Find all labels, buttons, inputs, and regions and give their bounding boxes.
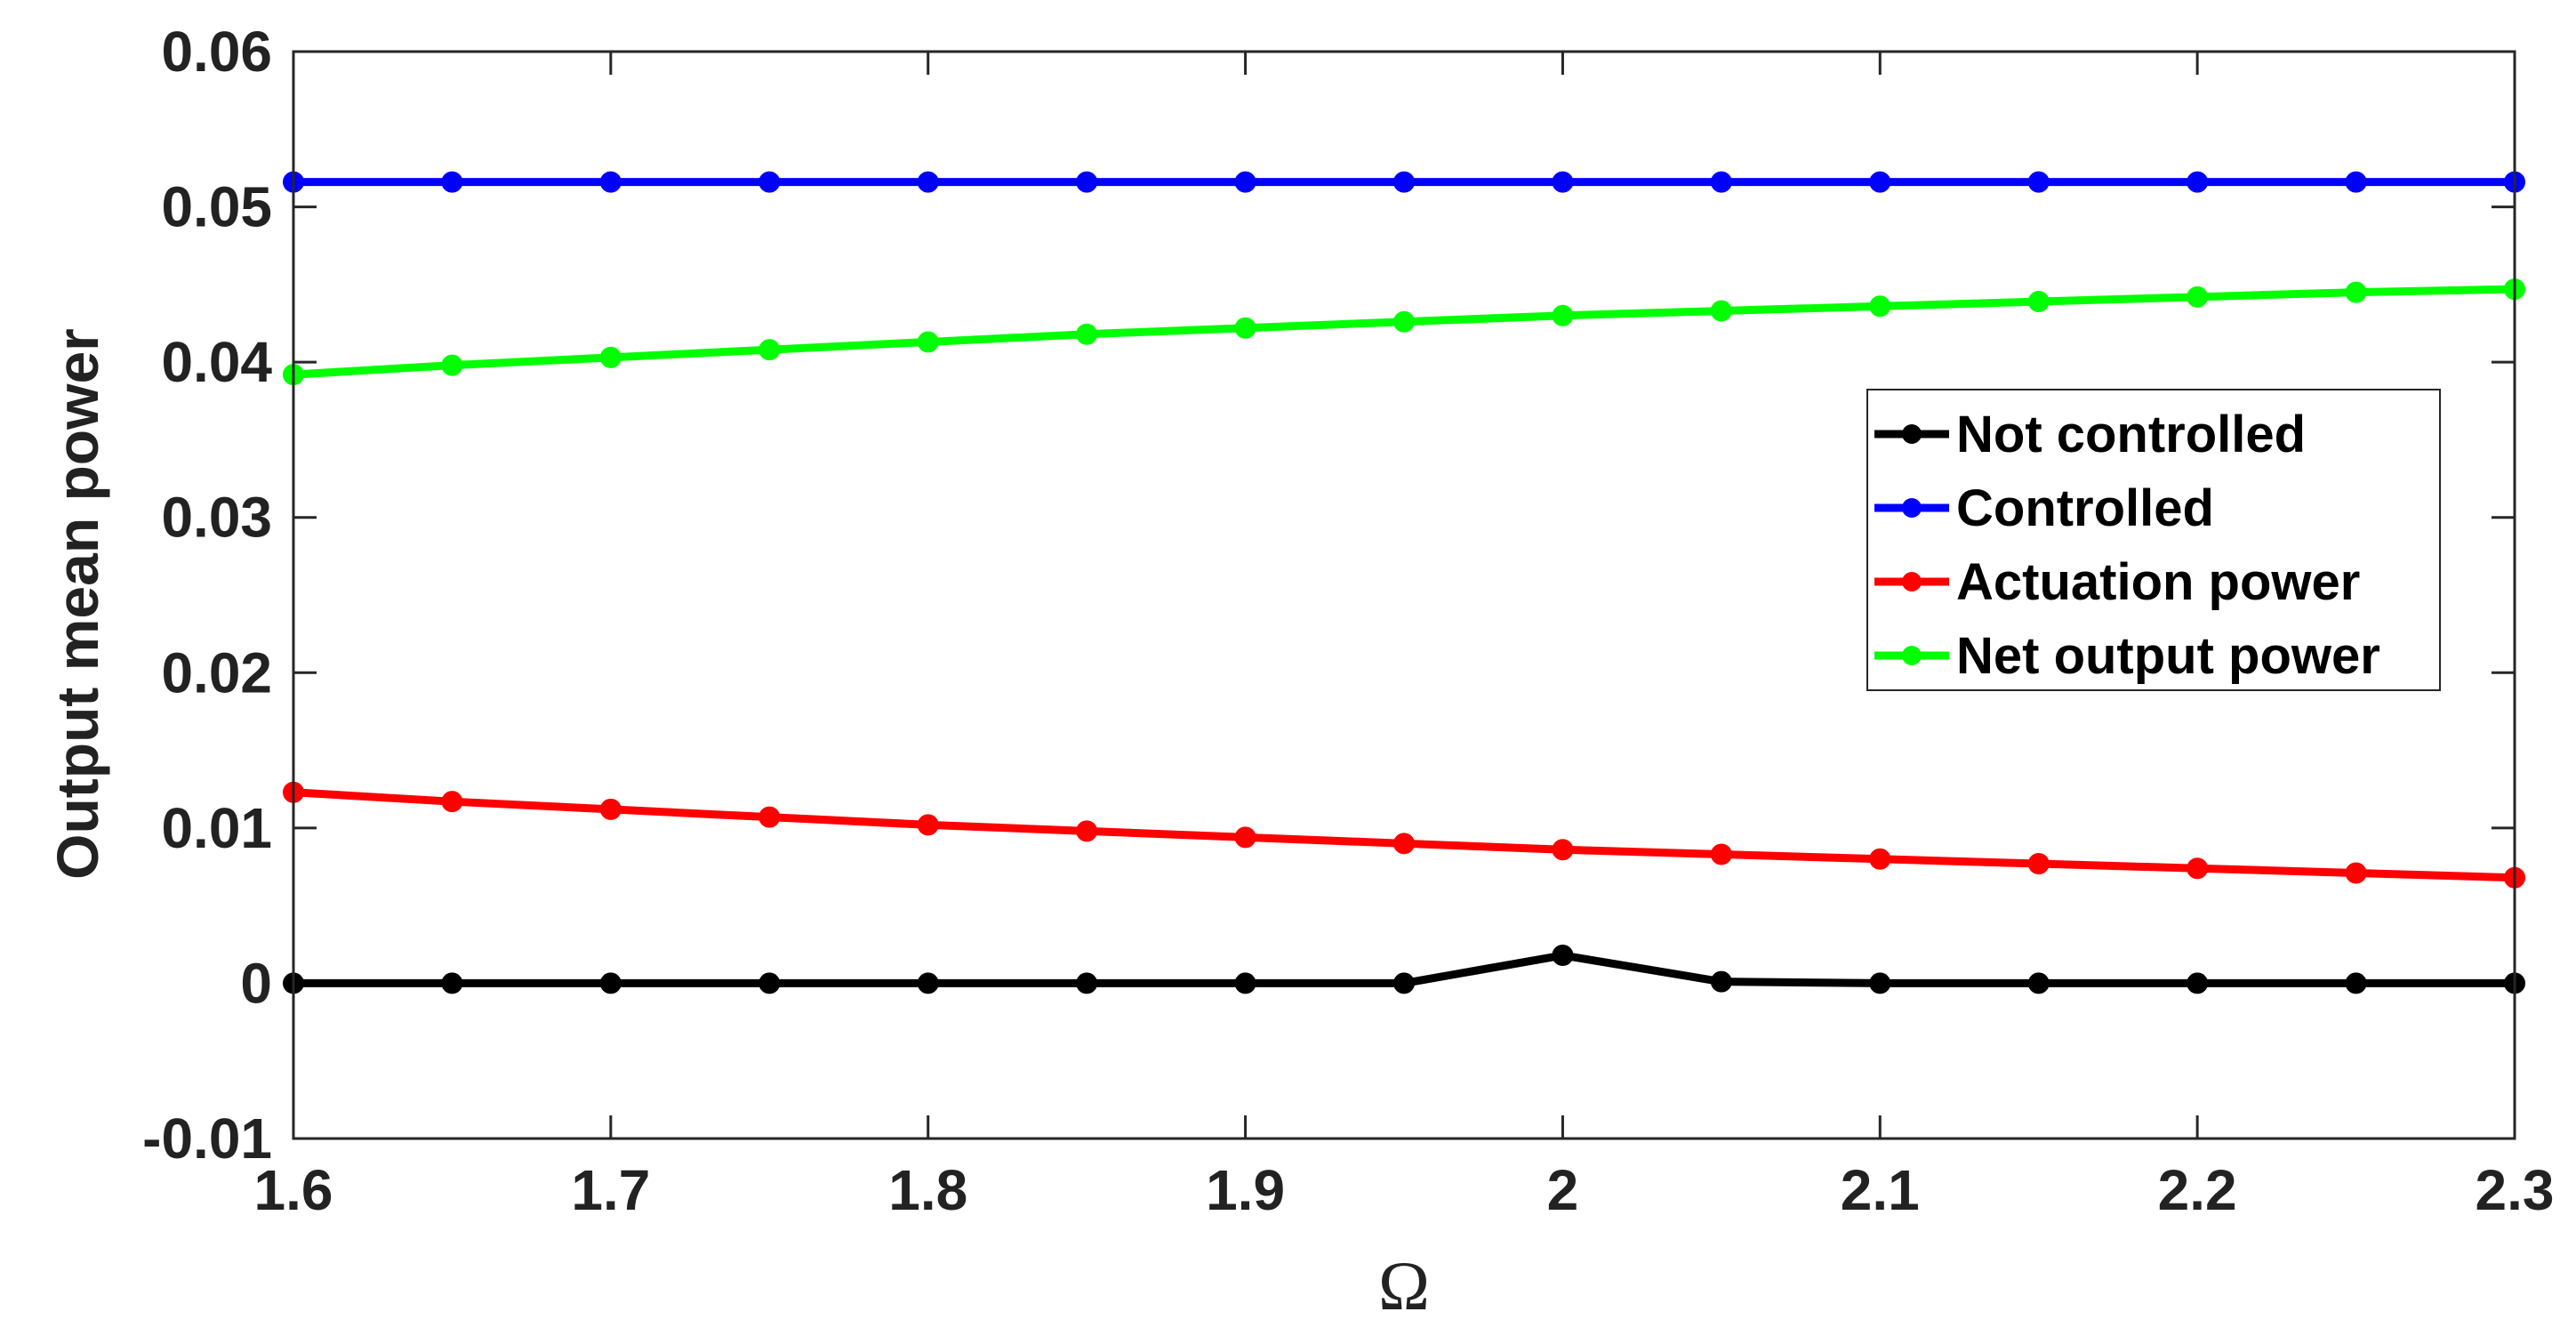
legend-marker: [1902, 646, 1922, 665]
x-tick-label: 1.7: [571, 1158, 650, 1222]
x-tick-label: 2: [1547, 1158, 1579, 1222]
legend-label: Actuation power: [1956, 553, 2360, 611]
data-point: [441, 972, 463, 994]
legend-item: Net output power: [1874, 627, 2380, 685]
x-tick-label: 2.3: [2476, 1158, 2555, 1222]
data-point: [1710, 970, 1732, 993]
data-point: [917, 331, 939, 353]
data-point: [441, 171, 463, 193]
data-point: [1076, 820, 1098, 842]
data-point: [1710, 843, 1732, 865]
data-point: [2187, 171, 2209, 193]
y-axis-title: Output mean power: [44, 328, 110, 880]
data-point: [1393, 310, 1415, 333]
data-point: [1869, 295, 1891, 318]
y-tick-label: 0.05: [161, 175, 272, 239]
data-point: [2027, 171, 2050, 193]
data-point: [599, 798, 622, 820]
series-layer: [283, 171, 2525, 994]
data-point: [1393, 972, 1415, 994]
legend-label: Controlled: [1956, 479, 2214, 537]
x-tick-label: 2.1: [1841, 1158, 1920, 1222]
legend-label: Net output power: [1956, 627, 2380, 685]
data-point: [2187, 857, 2209, 880]
legend-marker: [1902, 424, 1922, 444]
legend-item: Not controlled: [1874, 406, 2306, 463]
data-point: [758, 972, 781, 994]
legend-label: Not controlled: [1956, 406, 2306, 463]
data-point: [1552, 839, 1574, 861]
data-point: [1234, 317, 1256, 339]
data-point: [1869, 848, 1891, 870]
legend-item: Controlled: [1874, 479, 2214, 537]
y-tick-label: 0: [240, 951, 272, 1015]
legend-marker: [1902, 498, 1922, 518]
x-tick-label: 1.6: [254, 1158, 333, 1222]
data-point: [2345, 171, 2367, 193]
data-point: [599, 171, 622, 193]
data-point: [2345, 972, 2367, 994]
data-point: [1076, 171, 1098, 193]
data-point: [599, 346, 622, 368]
data-point: [2187, 286, 2209, 308]
series-net-output-power: [283, 278, 2525, 386]
y-tick-label: 0.03: [161, 486, 272, 550]
x-tick-label: 1.9: [1206, 1158, 1285, 1222]
data-point: [1393, 833, 1415, 855]
data-point: [2345, 862, 2367, 884]
data-point: [758, 339, 781, 361]
data-point: [917, 972, 939, 994]
data-point: [2187, 972, 2209, 994]
data-point: [1552, 304, 1574, 326]
x-tick-label: 1.8: [888, 1158, 967, 1222]
legend: Not controlled Controlled Actuation power N…: [1866, 389, 2441, 691]
x-axis-title: Ω: [1378, 1247, 1430, 1324]
data-point: [1710, 300, 1732, 322]
data-point: [2027, 291, 2050, 313]
data-point: [1076, 323, 1098, 345]
y-tick-label: 0.06: [161, 20, 272, 84]
data-point: [917, 814, 939, 836]
data-point: [1552, 945, 1574, 967]
data-point: [1869, 171, 1891, 193]
legend-item: Actuation power: [1874, 553, 2360, 611]
y-tick-label: 0.02: [161, 640, 272, 704]
legend-marker: [1902, 572, 1922, 592]
data-point: [2027, 972, 2050, 994]
data-point: [1393, 171, 1415, 193]
data-point: [758, 171, 781, 193]
plot-frame: [292, 50, 2516, 1140]
data-point: [1076, 972, 1098, 994]
data-point: [441, 791, 463, 813]
y-tick-label: 0.04: [161, 330, 272, 394]
legend-box: [1866, 389, 2441, 691]
data-point: [917, 171, 939, 193]
series-controlled: [283, 171, 2525, 193]
data-point: [1710, 171, 1732, 193]
data-point: [441, 354, 463, 376]
tick-labels: 1.6 1.7 1.8 1.9 2 2.1 2.2 2.3 -0.01 0 0.01 0.02 0.03…: [142, 20, 2554, 1222]
data-point: [2345, 281, 2367, 303]
data-point: [2027, 853, 2050, 875]
data-point: [1234, 972, 1256, 994]
x-tick-label: 2.2: [2158, 1158, 2237, 1222]
y-tick-label: -0.01: [142, 1107, 272, 1171]
data-point: [599, 972, 622, 994]
data-point: [1869, 972, 1891, 994]
data-point: [758, 806, 781, 828]
data-point: [1234, 826, 1256, 849]
series-actuation-power: [283, 781, 2525, 889]
data-point: [1552, 171, 1574, 193]
y-tick-label: 0.01: [161, 796, 272, 860]
data-point: [1234, 171, 1256, 193]
